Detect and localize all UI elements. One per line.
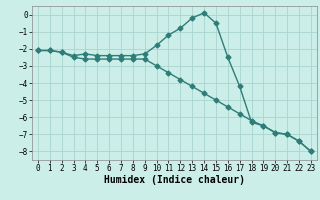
X-axis label: Humidex (Indice chaleur): Humidex (Indice chaleur) (104, 175, 245, 185)
